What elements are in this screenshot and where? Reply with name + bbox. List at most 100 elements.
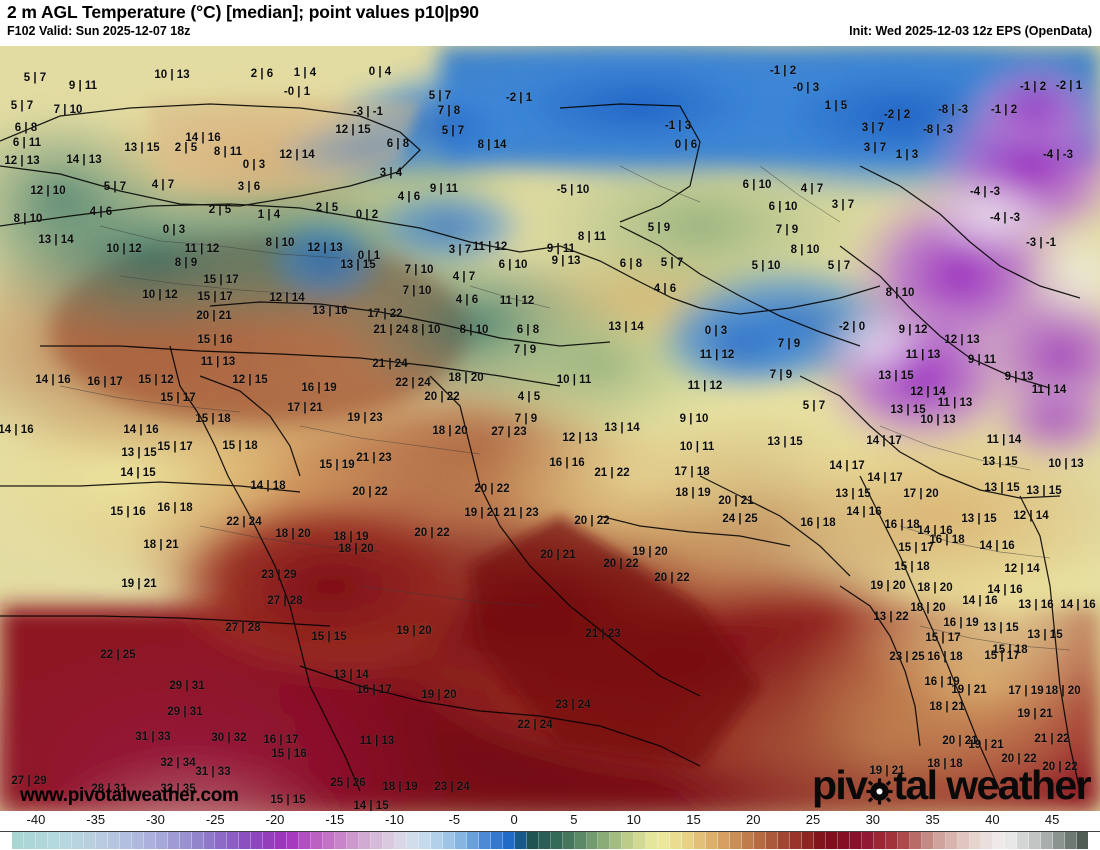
colorbar-cell [215, 832, 228, 849]
colorbar-tick: -35 [86, 812, 106, 827]
colorbar-cell [131, 832, 144, 849]
colorbar-cell [969, 832, 982, 849]
colorbar-cell [12, 832, 24, 849]
colorbar-cell [1053, 832, 1066, 849]
colorbar-cell [430, 832, 443, 849]
colorbar-tick: 0 [510, 812, 518, 827]
colorbar-cell [550, 832, 563, 849]
colorbar-cell [119, 832, 132, 849]
colorbar-cell [706, 832, 719, 849]
colorbar-cell [95, 832, 108, 849]
colorbar-cell [849, 832, 862, 849]
colorbar-tick: -15 [325, 812, 345, 827]
colorbar-cell [1065, 832, 1078, 849]
colorbar-cell [203, 832, 216, 849]
colorbar-cell [371, 832, 384, 849]
colorbar-cell [778, 832, 790, 849]
colorbar-cell [502, 832, 515, 849]
colorbar-cell [885, 832, 898, 849]
colorbar-cell [23, 832, 36, 849]
colorbar-cell [562, 832, 575, 849]
colorbar-cell [825, 832, 838, 849]
colorbar-cell [478, 832, 491, 849]
colorbar-cell [490, 832, 503, 849]
logo-text-part1: piv [811, 762, 868, 808]
colorbar-cell [454, 832, 467, 849]
colorbar-cell [191, 832, 204, 849]
colorbar-cell [610, 832, 623, 849]
colorbar-tick: 45 [1044, 812, 1060, 827]
colorbar-cell [299, 832, 312, 849]
colorbar-cell [466, 832, 479, 849]
colorbar-cell [646, 832, 659, 849]
colorbar-cell [957, 832, 970, 849]
colorbar-cell [311, 832, 324, 849]
colorbar-cell [227, 832, 240, 849]
colorbar-tick: 20 [746, 812, 761, 827]
colorbar-cell [634, 832, 647, 849]
colorbar-tick: 10 [626, 812, 641, 827]
colorbar-cell [861, 832, 874, 849]
colorbar-cell [155, 832, 168, 849]
valid-time-label: F102 Valid: Sun 2025-12-07 18z [7, 24, 191, 38]
colorbar-cell [933, 832, 946, 849]
colorbar-cell [538, 832, 551, 849]
colorbar-cell [981, 832, 994, 849]
colorbar-cell [1005, 832, 1018, 849]
site-watermark: www.pivotalweather.com [20, 785, 239, 806]
colorbar-cell [383, 832, 395, 849]
temperature-field [0, 46, 1100, 811]
colorbar-cell [35, 832, 48, 849]
map-header: 2 m AGL Temperature (°C) [median]; point… [0, 0, 1100, 46]
colorbar-cell [993, 832, 1006, 849]
colorbar-cell [873, 832, 886, 849]
gear-icon [866, 771, 893, 805]
colorbar-cell [658, 832, 671, 849]
colorbar-tick: 25 [805, 812, 821, 827]
colorbar-cell [263, 832, 276, 849]
colorbar-cell [335, 832, 348, 849]
colorbar-cell [897, 832, 910, 849]
colorbar-cell [1029, 832, 1042, 849]
colorbar-cell [287, 832, 300, 849]
colorbar-cell [742, 832, 755, 849]
colorbar-cell [179, 832, 192, 849]
colorbar-cell [622, 832, 635, 849]
colorbar-cell [945, 832, 958, 849]
colorbar[interactable]: -40 -35 -30 -25 -20 -15 -10 -5 0 5 10 15 20 25 30 35 40 4… [0, 811, 1100, 850]
colorbar-cell [1017, 832, 1030, 849]
country-borders [0, 103, 1081, 792]
colorbar-cell [766, 832, 778, 849]
colorbar-tick: 35 [925, 812, 940, 827]
colorbar-cell [359, 832, 372, 849]
colorbar-cell [143, 832, 156, 849]
colorbar-cell [586, 832, 599, 849]
colorbar-tick: -25 [205, 812, 225, 827]
colorbar-cell [1041, 832, 1054, 849]
colorbar-cell [406, 832, 419, 849]
colorbar-cell [59, 832, 72, 849]
colorbar-cell [107, 832, 120, 849]
colorbar-cell [837, 832, 850, 849]
colorbar-cell [251, 832, 264, 849]
colorbar-cell [909, 832, 922, 849]
colorbar-cell [275, 832, 288, 849]
colorbar-gradient[interactable] [12, 832, 1089, 849]
colorbar-cell [442, 832, 455, 849]
colorbar-cell [239, 832, 252, 849]
colorbar-cell [526, 832, 539, 849]
colorbar-cell [347, 832, 360, 849]
colorbar-cell [801, 832, 814, 849]
colorbar-cell [418, 832, 431, 849]
colorbar-cell [694, 832, 707, 849]
colorbar-cell [71, 832, 84, 849]
colorbar-tick: 15 [686, 812, 701, 827]
colorbar-cell [754, 832, 767, 849]
colorbar-cell [718, 832, 731, 849]
colorbar-cell [83, 832, 96, 849]
colorbar-tick: -30 [146, 812, 165, 827]
pivotal-weather-logo: piv [811, 762, 1092, 809]
init-time-label: Init: Wed 2025-12-03 12z EPS (OpenData) [849, 24, 1092, 38]
